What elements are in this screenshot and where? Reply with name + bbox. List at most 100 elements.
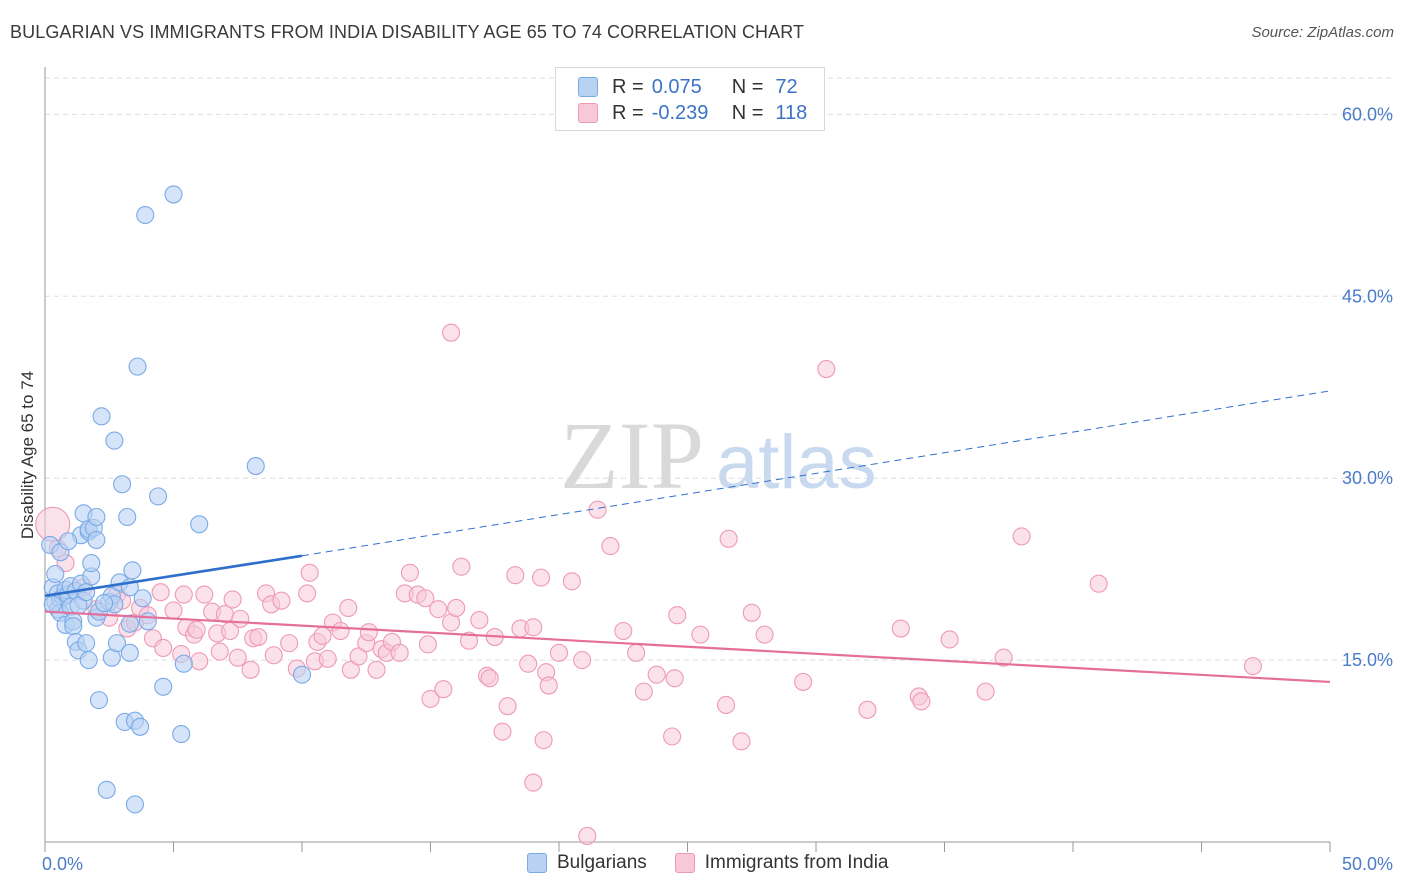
- r-label: R =: [612, 75, 644, 98]
- data-point-india: [339, 598, 358, 617]
- data-point-india: [578, 826, 597, 845]
- y-tick-label: 60.0%: [1342, 104, 1393, 124]
- legend-item-bulgarians[interactable]: Bulgarians: [527, 852, 647, 874]
- data-point-india: [940, 630, 959, 649]
- data-point-india: [668, 606, 687, 625]
- data-point-india: [994, 648, 1013, 667]
- trend-line-bulgarians: [44, 554, 303, 598]
- data-point-india: [249, 628, 268, 647]
- data-point-bulgarians: [77, 634, 96, 653]
- data-point-bulgarians: [107, 634, 127, 653]
- data-point-bulgarians: [128, 357, 147, 376]
- data-point-india: [264, 646, 283, 665]
- n-value: 118: [775, 101, 808, 124]
- y-tick-label: 30.0%: [1342, 468, 1393, 488]
- data-point-india: [154, 638, 173, 658]
- data-point-india: [174, 585, 193, 604]
- data-point-india: [627, 643, 646, 662]
- data-point-bulgarians: [46, 564, 65, 584]
- trend-line-bulgarians-extrapolated: [301, 390, 1331, 557]
- data-point-bulgarians: [82, 554, 101, 573]
- data-point-india: [318, 649, 337, 668]
- data-point-india: [858, 700, 877, 719]
- data-point-india: [493, 722, 512, 741]
- stats-legend: R = 0.075 N = 72 R = -0.239 N = 118: [555, 67, 825, 131]
- data-point-india: [912, 692, 931, 711]
- data-point-india: [341, 660, 360, 679]
- data-point-india: [459, 631, 479, 650]
- data-point-india: [195, 585, 214, 604]
- data-point-india: [416, 589, 435, 608]
- data-point-india: [891, 619, 910, 638]
- data-point-bulgarians: [174, 654, 193, 673]
- data-point-india: [359, 623, 378, 642]
- data-point-bulgarians: [77, 583, 96, 602]
- trend-lines: [44, 390, 1331, 684]
- data-point-india: [210, 642, 229, 661]
- data-point-india: [817, 359, 836, 379]
- swatch-blue: [578, 77, 598, 97]
- data-point-bulgarians: [89, 691, 109, 710]
- data-point-india: [400, 563, 419, 582]
- data-point-india: [434, 680, 453, 699]
- data-point-bulgarians: [95, 594, 114, 613]
- stats-row-bulgarians: R = 0.075 N = 72: [578, 75, 798, 99]
- legend-item-india[interactable]: Immigrants from India: [674, 852, 889, 874]
- watermark-atlas: atlas: [716, 420, 877, 505]
- data-point-india: [429, 600, 448, 619]
- data-point-india: [665, 669, 684, 688]
- trend-line-india: [44, 610, 1331, 684]
- data-point-india: [151, 583, 170, 602]
- y-tick-label: 15.0%: [1342, 650, 1393, 670]
- data-point-india: [187, 620, 206, 639]
- data-point-bulgarians: [118, 507, 137, 527]
- data-point-bulgarians: [59, 532, 78, 551]
- data-point-bulgarians: [149, 487, 168, 506]
- data-point-india: [447, 598, 466, 617]
- data-point-india: [390, 643, 409, 662]
- stats-row-india: R = -0.239 N = 118: [578, 101, 807, 125]
- legend-label: Immigrants from India: [704, 852, 889, 873]
- r-value: -0.239: [651, 101, 709, 124]
- data-point-india: [506, 566, 525, 585]
- data-point-bulgarians: [92, 407, 111, 426]
- data-point-bulgarians: [120, 614, 139, 633]
- data-point-bulgarians: [154, 677, 173, 696]
- data-point-india: [1243, 657, 1262, 676]
- swatch-blue: [527, 853, 547, 873]
- data-point-bulgarians: [138, 612, 157, 631]
- series-bulgarians-points: [41, 185, 312, 814]
- chart-title: BULGARIAN VS IMMIGRANTS FROM INDIA DISAB…: [10, 22, 805, 42]
- data-point-india: [418, 635, 437, 654]
- axes: [44, 67, 1331, 852]
- y-axis-label: Disability Age 65 to 74: [18, 371, 37, 539]
- data-point-bulgarians: [79, 651, 98, 670]
- data-point-bulgarians: [113, 475, 132, 494]
- data-point-bulgarians: [131, 717, 150, 736]
- data-point-india: [272, 591, 291, 610]
- data-point-bulgarians: [97, 780, 116, 799]
- data-point-india: [531, 568, 551, 587]
- data-point-india: [634, 682, 653, 701]
- data-point-india: [519, 654, 538, 673]
- data-point-bulgarians: [164, 185, 183, 204]
- data-point-india: [976, 682, 995, 701]
- data-point-india: [190, 652, 209, 671]
- data-point-india: [164, 601, 183, 620]
- data-point-bulgarians: [105, 431, 124, 450]
- data-point-bulgarians: [246, 457, 265, 476]
- data-point-india: [331, 621, 350, 641]
- data-point-india: [241, 660, 260, 679]
- swatch-pink: [674, 853, 695, 873]
- data-point-india: [231, 609, 250, 628]
- data-point-india: [534, 731, 553, 750]
- data-point-india: [719, 529, 738, 548]
- data-point-india: [716, 695, 736, 715]
- n-value: 72: [775, 75, 798, 98]
- data-point-india: [280, 634, 299, 653]
- data-point-bulgarians: [123, 561, 142, 580]
- data-point-bulgarians: [87, 507, 106, 527]
- watermark: ZIP atlas: [560, 402, 877, 509]
- data-point-bulgarians: [190, 515, 209, 534]
